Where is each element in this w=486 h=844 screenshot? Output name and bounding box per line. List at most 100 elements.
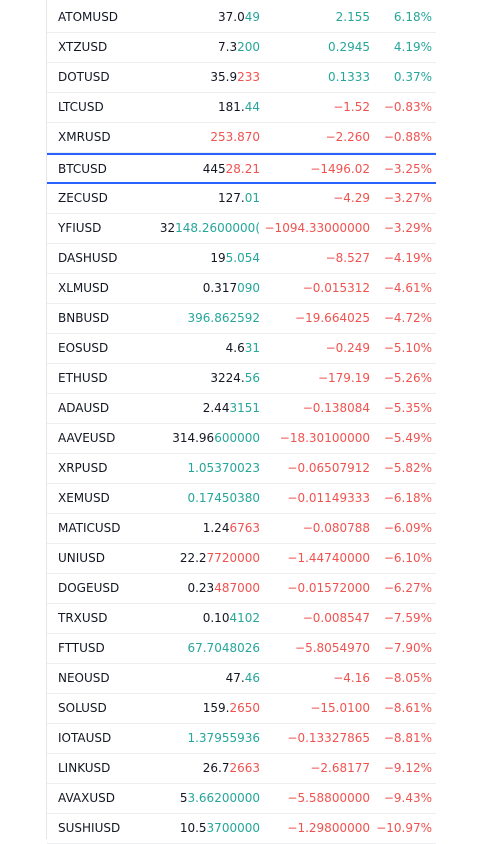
change-percent: −6.09% (383, 521, 432, 535)
watchlist-row-atomusd[interactable]: ATOMUSD 37.049 2.155 6.18% (47, 3, 436, 33)
change-value: −0.249 (325, 341, 370, 355)
change-percent: −9.43% (383, 791, 432, 805)
symbol-label: XEMUSD (58, 491, 110, 505)
last-price: 37.049 (218, 3, 260, 31)
last-price-tail: 3151 (229, 401, 260, 415)
watchlist-row-dashusd[interactable]: DASHUSD 195.054 −8.527 −4.19% (47, 244, 436, 274)
last-price-tail: 090 (237, 281, 260, 295)
change-value: −0.080788 (302, 521, 370, 535)
change-value: 0.1333 (328, 70, 370, 84)
last-price: 0.17450380 (187, 484, 260, 512)
last-price: 7.3200 (218, 33, 260, 61)
change-percent: −8.61% (383, 701, 432, 715)
watchlist-row-dogeusd[interactable]: DOGEUSD 0.23487000 −0.01572000 −6.27% (47, 574, 436, 604)
change-percent: −6.27% (383, 581, 432, 595)
last-price-head: 19 (210, 251, 226, 265)
watchlist-row-xtzusd[interactable]: XTZUSD 7.3200 0.2945 4.19% (47, 33, 436, 63)
change-percent: −3.27% (383, 191, 432, 205)
watchlist-row-adausd[interactable]: ADAUSD 2.443151 −0.138084 −5.35% (47, 394, 436, 424)
last-price-tail: 233 (237, 70, 260, 84)
last-price-tail: 56 (244, 371, 260, 385)
symbol-label: YFIUSD (58, 221, 102, 235)
watchlist-row-trxusd[interactable]: TRXUSD 0.104102 −0.008547 −7.59% (47, 604, 436, 634)
watchlist-row-aaveusd[interactable]: AAVEUSD 314.96600000 −18.30100000 −5.49% (47, 424, 436, 454)
watchlist-row-neousd[interactable]: NEOUSD 47.46 −4.16 −8.05% (47, 664, 436, 694)
watchlist-row-fttusd[interactable]: FTTUSD 67.7048026 −5.8054970 −7.90% (47, 634, 436, 664)
watchlist-row-sushiusd[interactable]: SUSHIUSD 10.53700000 −1.29800000 −10.97% (47, 814, 436, 844)
panel-left-border (46, 0, 47, 839)
watchlist-row-ethusd[interactable]: ETHUSD 3224.56 −179.19 −5.26% (47, 364, 436, 394)
last-price-head: 2.44 (202, 401, 230, 415)
watchlist-row-dotusd[interactable]: DOTUSD 35.9233 0.1333 0.37% (47, 63, 436, 93)
symbol-label: LTCUSD (58, 100, 104, 114)
symbol-label: NEOUSD (58, 671, 110, 685)
last-price-tail: 28.21 (225, 162, 260, 176)
last-price: 1.37955936 (187, 724, 260, 752)
watchlist-row-linkusd[interactable]: LINKUSD 26.72663 −2.68177 −9.12% (47, 754, 436, 784)
change-value: −15.0100 (310, 701, 370, 715)
change-percent: −5.26% (383, 371, 432, 385)
last-price-head: 1.05370023 (187, 461, 260, 475)
change-value: −5.58800000 (287, 791, 370, 805)
last-price-tail: 46 (244, 671, 260, 685)
last-price-tail: 6763 (229, 521, 260, 535)
watchlist-table: ATOMUSD 37.049 2.155 6.18% XTZUSD 7.3200 0.294… (47, 3, 436, 844)
change-value: 2.155 (335, 10, 370, 24)
last-price-head: 7.3 (218, 40, 238, 54)
watchlist-row-xmrusd[interactable]: XMRUSD 253.870 −2.260 −0.88% (47, 123, 436, 153)
symbol-label: XMRUSD (58, 130, 111, 144)
watchlist-row-eosusd[interactable]: EOSUSD 4.631 −0.249 −5.10% (47, 334, 436, 364)
watchlist-row-avaxusd[interactable]: AVAXUSD 53.66200000 −5.58800000 −9.43% (47, 784, 436, 814)
symbol-label: UNIUSD (58, 551, 105, 565)
symbol-label: SUSHIUSD (58, 821, 121, 835)
last-price-head: 396.862592 (187, 311, 260, 325)
change-percent: −4.19% (383, 251, 432, 265)
change-percent: −5.35% (383, 401, 432, 415)
last-price: 396.862592 (187, 304, 260, 332)
symbol-label: ATOMUSD (58, 10, 119, 24)
change-value: −4.29 (333, 191, 370, 205)
change-value: −4.16 (333, 671, 370, 685)
watchlist-row-ltcusd[interactable]: LTCUSD 181.44 −1.52 −0.83% (47, 93, 436, 123)
watchlist-row-btcusd[interactable]: BTCUSD 44528.21 −1496.02 −3.25% (47, 153, 436, 184)
watchlist-row-iotausd[interactable]: IOTAUSD 1.37955936 −0.13327865 −8.81% (47, 724, 436, 754)
last-price-tail: 5.054 (225, 251, 260, 265)
watchlist-row-uniusd[interactable]: UNIUSD 22.27720000 −1.44740000 −6.10% (47, 544, 436, 574)
change-percent: −4.61% (383, 281, 432, 295)
symbol-label: ZECUSD (58, 191, 108, 205)
symbol-label: ETHUSD (58, 371, 108, 385)
last-price-head: 0.17450380 (187, 491, 260, 505)
change-percent: −8.81% (383, 731, 432, 745)
watchlist-row-maticusd[interactable]: MATICUSD 1.246763 −0.080788 −6.09% (47, 514, 436, 544)
watchlist-row-xrpusd[interactable]: XRPUSD 1.05370023 −0.06507912 −5.82% (47, 454, 436, 484)
watchlist-row-solusd[interactable]: SOLUSD 159.2650 −15.0100 −8.61% (47, 694, 436, 724)
symbol-label: LINKUSD (58, 761, 111, 775)
last-price: 10.53700000 (180, 814, 260, 842)
watchlist-row-bnbusd[interactable]: BNBUSD 396.862592 −19.664025 −4.72% (47, 304, 436, 334)
symbol-label: BTCUSD (58, 162, 107, 176)
change-value: −0.008547 (302, 611, 370, 625)
change-value: 0.2945 (328, 40, 370, 54)
last-price-tail: 01 (244, 191, 260, 205)
change-percent: 0.37% (393, 70, 432, 84)
watchlist-row-zecusd[interactable]: ZECUSD 127.01 −4.29 −3.27% (47, 184, 436, 214)
change-percent: −3.25% (383, 162, 432, 176)
last-price-head: 10.5 (179, 821, 207, 835)
change-percent: −7.59% (383, 611, 432, 625)
last-price: 44528.21 (203, 155, 260, 183)
last-price: 53.66200000 (180, 784, 260, 812)
last-price: 1.246763 (203, 514, 260, 542)
change-value: −179.19 (317, 371, 370, 385)
watchlist-row-yfiusd[interactable]: YFIUSD 32148.2600000(−1094.33000000 −3.29% (47, 214, 436, 244)
last-price-head: 1.24 (202, 521, 230, 535)
last-price: 159.2650 (203, 694, 260, 722)
last-price-head: 445 (202, 162, 226, 176)
watchlist-row-xlmusd[interactable]: XLMUSD 0.317090 −0.015312 −4.61% (47, 274, 436, 304)
last-price-tail: 44 (244, 100, 260, 114)
change-value: −2.260 (325, 130, 370, 144)
last-price: 0.104102 (203, 604, 260, 632)
watchlist-row-xemusd[interactable]: XEMUSD 0.17450380 −0.01149333 −6.18% (47, 484, 436, 514)
last-price: 195.054 (210, 244, 260, 272)
symbol-label: EOSUSD (58, 341, 109, 355)
change-percent: −5.10% (383, 341, 432, 355)
